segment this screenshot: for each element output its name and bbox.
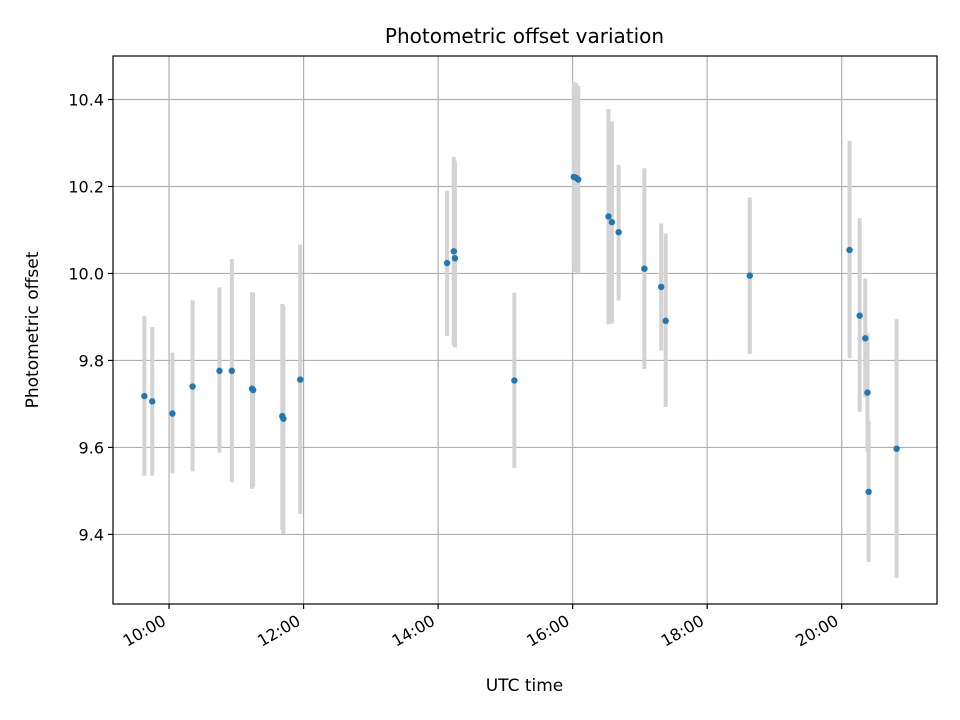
data-point <box>249 386 257 394</box>
data-point <box>189 383 196 390</box>
y-tick-label: 10.4 <box>68 90 104 109</box>
chart-title: Photometric offset variation <box>385 24 664 48</box>
data-point <box>443 259 451 267</box>
data-point <box>608 218 616 226</box>
data-point <box>216 367 223 375</box>
data-point <box>297 376 304 383</box>
y-tick-label: 10.2 <box>68 177 104 196</box>
data-point <box>856 312 863 319</box>
y-tick-label: 9.8 <box>79 351 104 370</box>
y-axis-label: Photometric offset <box>23 251 43 408</box>
data-point <box>864 389 871 396</box>
y-tick-label: 10.0 <box>68 264 104 283</box>
plot-frame <box>112 55 938 605</box>
x-axis-label: UTC time <box>486 676 564 696</box>
y-axis-ticks: 9.4 9.6 9.8 10.0 10.2 10.4 <box>68 90 113 544</box>
data-point <box>280 415 287 422</box>
data-point <box>141 392 148 400</box>
data-point <box>846 246 853 254</box>
data-point <box>641 265 648 272</box>
data-point <box>862 335 869 342</box>
data-points <box>141 173 900 495</box>
data-point <box>149 398 156 405</box>
data-point <box>615 228 622 236</box>
y-tick-label: 9.6 <box>79 438 104 457</box>
data-point <box>605 213 612 220</box>
y-tick-label: 9.4 <box>79 525 104 544</box>
data-point <box>865 488 872 495</box>
data-point <box>575 176 582 183</box>
data-point <box>451 255 459 262</box>
data-point <box>893 445 900 452</box>
data-point <box>746 272 753 279</box>
data-point <box>169 410 176 417</box>
data-point <box>450 248 458 255</box>
data-point <box>658 283 665 291</box>
data-point <box>511 377 518 384</box>
data-point <box>662 317 669 325</box>
data-point <box>228 367 236 375</box>
